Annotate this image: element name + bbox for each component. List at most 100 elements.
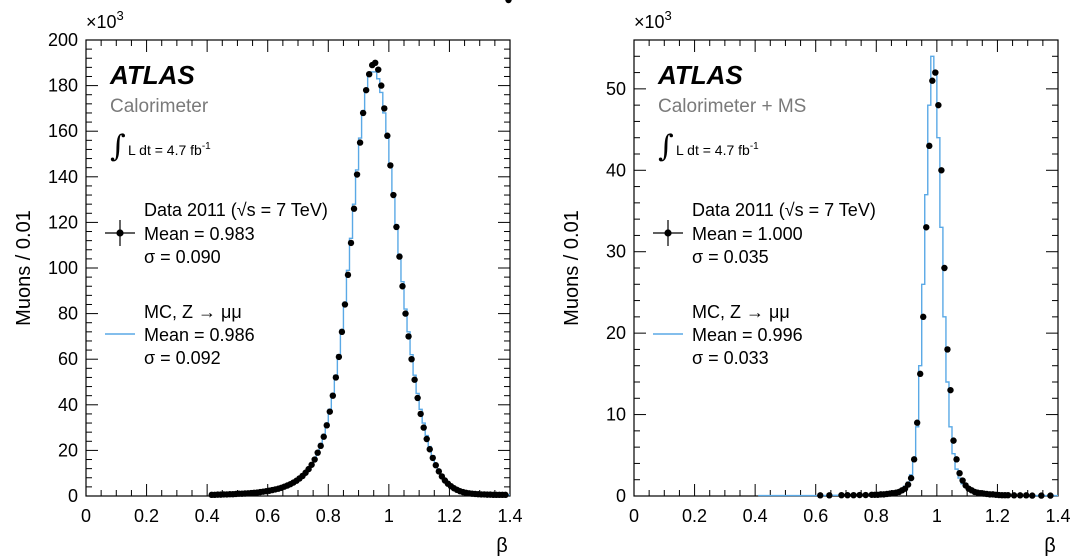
data-point [844,491,851,499]
left-data-legend-marker [105,220,135,246]
data-point [396,253,403,260]
data-point [917,370,924,378]
left-legend-data-sigma: σ = 0.090 [144,247,221,267]
left-mc-histogram [210,71,510,496]
left-legend-data-name: Data 2011 (√s = 7 TeV) [144,200,328,220]
y-tick-label: 140 [48,167,78,187]
left-atlas-label: ATLAS [109,60,195,90]
y-tick-label: 100 [48,258,78,278]
data-point [405,333,412,340]
right-legend-mc-name: MC, Z → μμ [692,302,790,322]
data-point [817,492,824,499]
x-tick-label: 0 [629,506,639,526]
data-point [320,433,327,440]
data-point [838,491,845,499]
right-legend-data-sigma: σ = 0.035 [692,247,769,267]
right-atlas-label: ATLAS [657,60,743,90]
data-point [1010,492,1018,499]
right-lumi-superscript: -1 [750,141,759,152]
data-point [432,462,439,469]
left-data-points [208,0,512,499]
y-tick-label: 10 [606,405,626,425]
x-tick-label: 0.6 [803,506,828,526]
data-point [311,456,318,463]
data-point [904,481,912,488]
left-x-tick-labels: 0 0.2 0.4 0.6 0.8 1 1.2 1.4 [81,506,523,526]
data-point [913,419,921,426]
data-point [317,442,324,450]
x-tick-label: 1 [384,506,394,526]
data-point [956,470,963,477]
left-x-axis-label: β [496,535,508,557]
data-point [1022,492,1030,499]
data-point [923,224,930,231]
data-point [429,454,436,462]
data-point [378,82,385,89]
data-point [1038,492,1045,499]
y-tick-label: 180 [48,76,78,96]
data-point [365,71,373,78]
right-panel: 0 0.2 0.4 0.6 0.8 1 1.2 1.4 0 10 20 30 40 50 ×103 Mu… [561,8,1071,557]
data-point [402,310,409,317]
right-legend-data-name: Data 2011 (√s = 7 TeV) [692,200,876,220]
x-tick-label: 0.2 [682,506,707,526]
data-point [387,162,394,169]
data-point [953,456,960,463]
data-point [417,410,424,418]
left-integral-sign: ∫ [110,129,126,164]
left-legend-data-mean: Mean = 0.983 [144,224,255,244]
left-selection-label: Calorimeter [110,96,209,117]
right-lumi-label: L dt = 4.7 fb-1 [676,141,759,158]
left-axis-ticks [85,39,511,497]
left-y-tick-labels: 0 20 40 60 80 100 120 140 160 180 200 [48,30,78,506]
y-tick-label: 0 [616,486,626,506]
right-integral-sign: ∫ [658,129,674,164]
data-point [950,437,957,444]
left-y-exponent-power: 3 [117,8,124,23]
right-legend-mc-mean: Mean = 0.996 [692,325,803,345]
data-point [920,313,927,321]
data-point [414,394,421,402]
left-legend-mc-name: MC, Z → μμ [144,302,242,322]
right-x-tick-labels: 0 0.2 0.4 0.6 0.8 1 1.2 1.4 [629,506,1071,526]
y-tick-label: 30 [606,242,626,262]
data-point [907,474,915,482]
data-point [926,142,933,150]
right-legend-mc-sigma: σ = 0.033 [692,348,769,368]
left-legend-mc-mean: Mean = 0.986 [144,325,255,345]
data-point [338,328,346,336]
data-point [359,109,367,117]
y-tick-label: 80 [58,304,78,324]
y-tick-label: 50 [606,79,626,99]
data-point [393,223,400,231]
y-tick-label: 60 [58,349,78,369]
x-tick-label: 0.6 [255,506,280,526]
right-y-axis-label: Muons / 0.01 [561,210,583,326]
data-point [420,424,427,431]
x-tick-label: 0 [81,506,91,526]
y-tick-label: 120 [48,212,78,232]
right-data-legend-marker [653,220,683,246]
data-point [375,66,382,73]
data-point [335,353,343,361]
x-tick-label: 1.2 [437,506,462,526]
data-point [941,264,948,272]
right-mc-histogram [758,55,1058,497]
x-tick-label: 1.4 [1045,506,1070,526]
data-point [944,346,951,353]
x-tick-label: 0.8 [864,506,889,526]
data-point [353,171,361,178]
data-point [356,139,364,146]
x-tick-label: 1.2 [985,506,1010,526]
data-point [381,105,388,112]
y-tick-label: 0 [68,486,78,506]
x-tick-label: 0.2 [134,506,159,526]
right-y-tick-labels: 0 10 20 30 40 50 [606,79,626,506]
right-x-axis-label: β [1044,535,1056,557]
data-point [372,59,379,66]
data-point [910,456,918,463]
data-point [1004,491,1012,499]
data-point [384,132,391,139]
data-point [362,86,370,94]
